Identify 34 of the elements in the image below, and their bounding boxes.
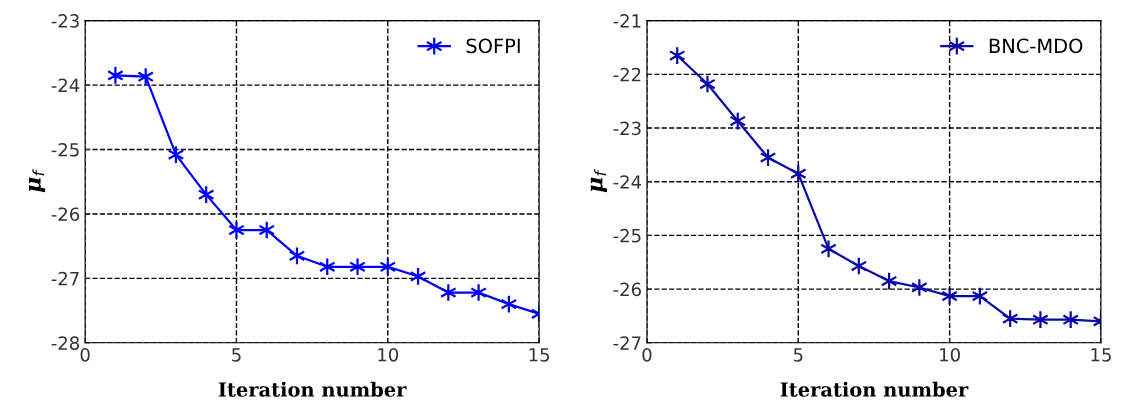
y-tick-label: -24 [613,175,642,189]
x-tick-label: 0 [80,347,90,362]
point [349,257,366,277]
x-tick-label: 10 [940,347,960,362]
y-axis-title: μ$_{f}$ [590,169,607,193]
point [1032,310,1049,330]
y-tick-label: -25 [613,228,641,243]
y-tick-label: -26 [51,207,80,222]
legend-label: SOFPI [466,38,520,54]
x-tick-label: 0 [642,347,652,362]
point [699,74,716,94]
y-tick-label: -27 [51,271,79,286]
y-tick-label: -21 [613,14,641,28]
y-tick-label: -24 [51,78,80,92]
y-tick-label: -22 [613,67,641,82]
point [820,239,837,259]
y-tick-label: -27 [613,336,641,350]
y-tick-label: -28 [51,336,80,350]
point [228,220,245,240]
y-tick-label: -23 [51,14,79,28]
x-tick-label: 15 [1091,348,1111,362]
x-tick-label: 10 [378,347,399,362]
point [107,65,124,85]
x-tick-label: 5 [232,348,241,362]
x-axis-title: Iteration number [218,381,407,397]
point [470,283,487,302]
x-axis-title: Iteration number [780,381,969,397]
y-tick-label: -26 [613,282,641,297]
y-tick-label: -25 [51,142,79,157]
legend-label: BNC-MDO [989,38,1083,54]
x-tick-label: 15 [529,348,550,362]
x-tick-label: 5 [793,348,803,362]
y-axis-title: μ$_{f}$ [29,169,46,193]
y-tick-label: -23 [613,121,641,136]
